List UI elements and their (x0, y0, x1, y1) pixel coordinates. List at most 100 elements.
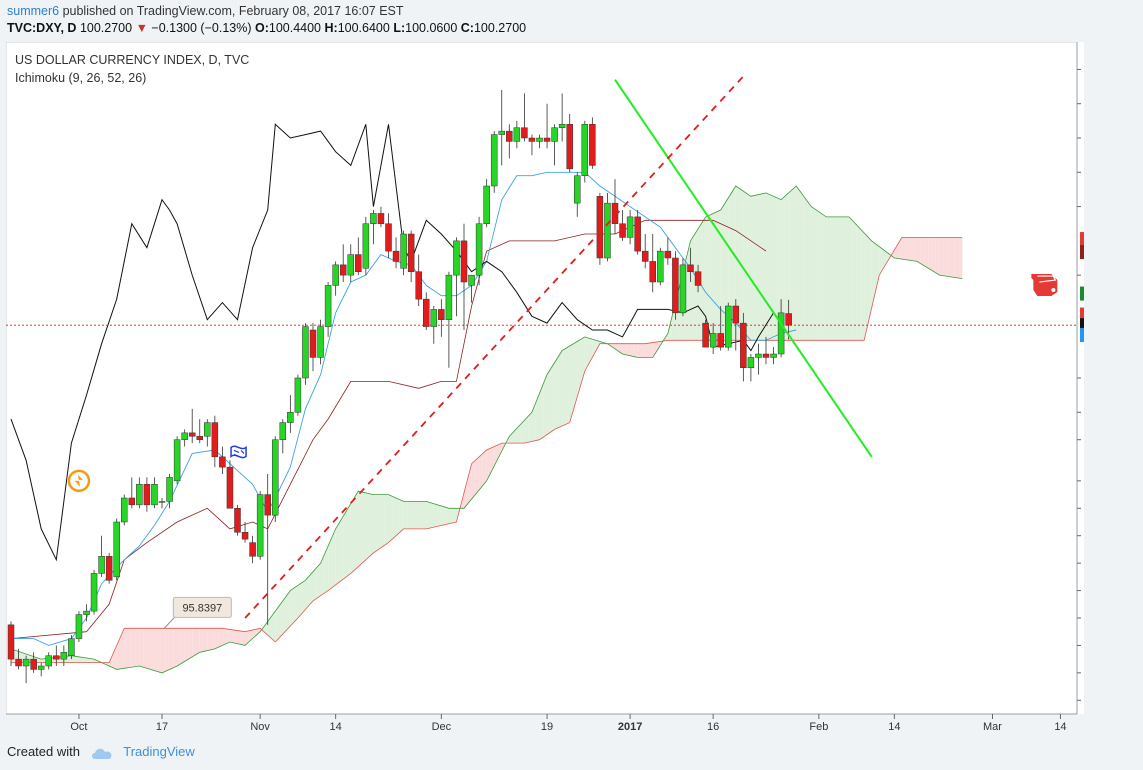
candle (339, 244, 347, 282)
candle (687, 247, 694, 282)
trendline (614, 79, 873, 458)
cloud-segment (67, 655, 72, 663)
cloud-segment (399, 499, 404, 533)
candle-body (702, 322, 709, 348)
candle-body (460, 240, 468, 283)
candle-body (158, 501, 166, 503)
candle-body (151, 484, 158, 506)
candle (551, 124, 558, 166)
cloud-segment (41, 658, 45, 663)
candle (22, 655, 30, 684)
cloud-segment (947, 237, 951, 277)
candle-body (15, 658, 22, 667)
candle (75, 611, 83, 642)
cloud-segment (735, 186, 740, 341)
candle-body (105, 556, 113, 581)
cloud-segment (939, 237, 944, 276)
candle (438, 299, 445, 337)
cloud-segment (471, 460, 476, 500)
candle (506, 124, 513, 159)
cloud-segment (528, 412, 532, 443)
cloud-segment (290, 588, 295, 626)
candle-body (241, 532, 249, 540)
candle-body (589, 124, 596, 166)
cloud-segment (524, 416, 529, 444)
cloud-segment (581, 336, 585, 384)
cloud-segment (871, 240, 876, 308)
candle (143, 477, 151, 512)
candle-body (725, 305, 732, 348)
cloud-segment (75, 656, 79, 663)
alert-circle-icon (67, 469, 91, 493)
candle (574, 172, 581, 217)
candle (702, 319, 709, 348)
cloud-segment (875, 243, 880, 292)
price-tag-bg (1080, 286, 1084, 301)
cloud-segment (309, 571, 313, 606)
time-tick-label: Mar (983, 721, 1002, 733)
candle (566, 114, 573, 173)
cloud-segment (407, 501, 412, 529)
cloud-segment (256, 628, 261, 636)
cloud-segment (803, 196, 808, 341)
candle-body (483, 185, 490, 224)
candle (423, 292, 430, 330)
cloud-segment (173, 628, 178, 668)
cloud-segment (645, 343, 649, 358)
candle (672, 251, 679, 320)
cloud-segment (709, 213, 714, 341)
price-chart[interactable]: 95.8397104.0000103.5000103.0000102.50001… (5, 41, 1131, 742)
candle (740, 312, 747, 382)
cloud-segment (701, 216, 706, 341)
candle-body (770, 353, 777, 358)
tradingview-link[interactable]: TradingView (123, 744, 195, 759)
price-tag-bg (1080, 318, 1084, 333)
candle (392, 237, 400, 269)
cloud-segment (788, 189, 793, 341)
high-value: 100.6400 (337, 21, 390, 35)
cloud-segment (867, 236, 872, 324)
cloud-segment (656, 341, 661, 352)
cloud-segment (199, 628, 204, 653)
cloud-segment (648, 342, 653, 358)
candle-body (506, 130, 513, 142)
cloud-segment (226, 628, 230, 644)
cloud-segment (509, 432, 514, 444)
candle-body (362, 223, 370, 269)
cloud-segment (279, 600, 283, 638)
candle-body (717, 333, 724, 348)
symbol-label: TVC:DXY, D (7, 21, 77, 35)
candle (626, 210, 634, 245)
cloud-segment (282, 595, 287, 634)
cloud-segment (750, 195, 755, 341)
candle-body (324, 285, 332, 327)
candle-body (113, 521, 120, 578)
cloud-segment (573, 341, 578, 410)
cloud-segment (301, 580, 306, 614)
candle-body (445, 274, 453, 320)
candle-body (415, 271, 422, 300)
candle-body (90, 573, 98, 612)
candle-body (785, 313, 792, 326)
candle (747, 354, 755, 382)
candle-body (528, 137, 536, 142)
chart-area[interactable]: 95.8397104.0000103.5000103.0000102.50001… (5, 41, 1131, 742)
candle-body (370, 213, 377, 224)
author-link[interactable]: summer6 (7, 4, 60, 18)
pointing-hand-icon (1031, 274, 1058, 297)
cloud-segment (422, 501, 427, 529)
cloud-segment (448, 508, 453, 524)
cloud-segment (928, 237, 933, 271)
candle-body (438, 309, 445, 320)
candle (558, 93, 566, 142)
close-label: C: (460, 21, 474, 35)
candle (241, 522, 249, 543)
candle-body (45, 655, 52, 667)
cloud-segment (830, 216, 834, 341)
candle (694, 264, 702, 293)
cloud-segment (901, 237, 906, 260)
cloud-segment (78, 656, 83, 663)
candle (272, 436, 279, 522)
cloud-segment (411, 501, 415, 529)
cloud-segment (879, 246, 884, 276)
